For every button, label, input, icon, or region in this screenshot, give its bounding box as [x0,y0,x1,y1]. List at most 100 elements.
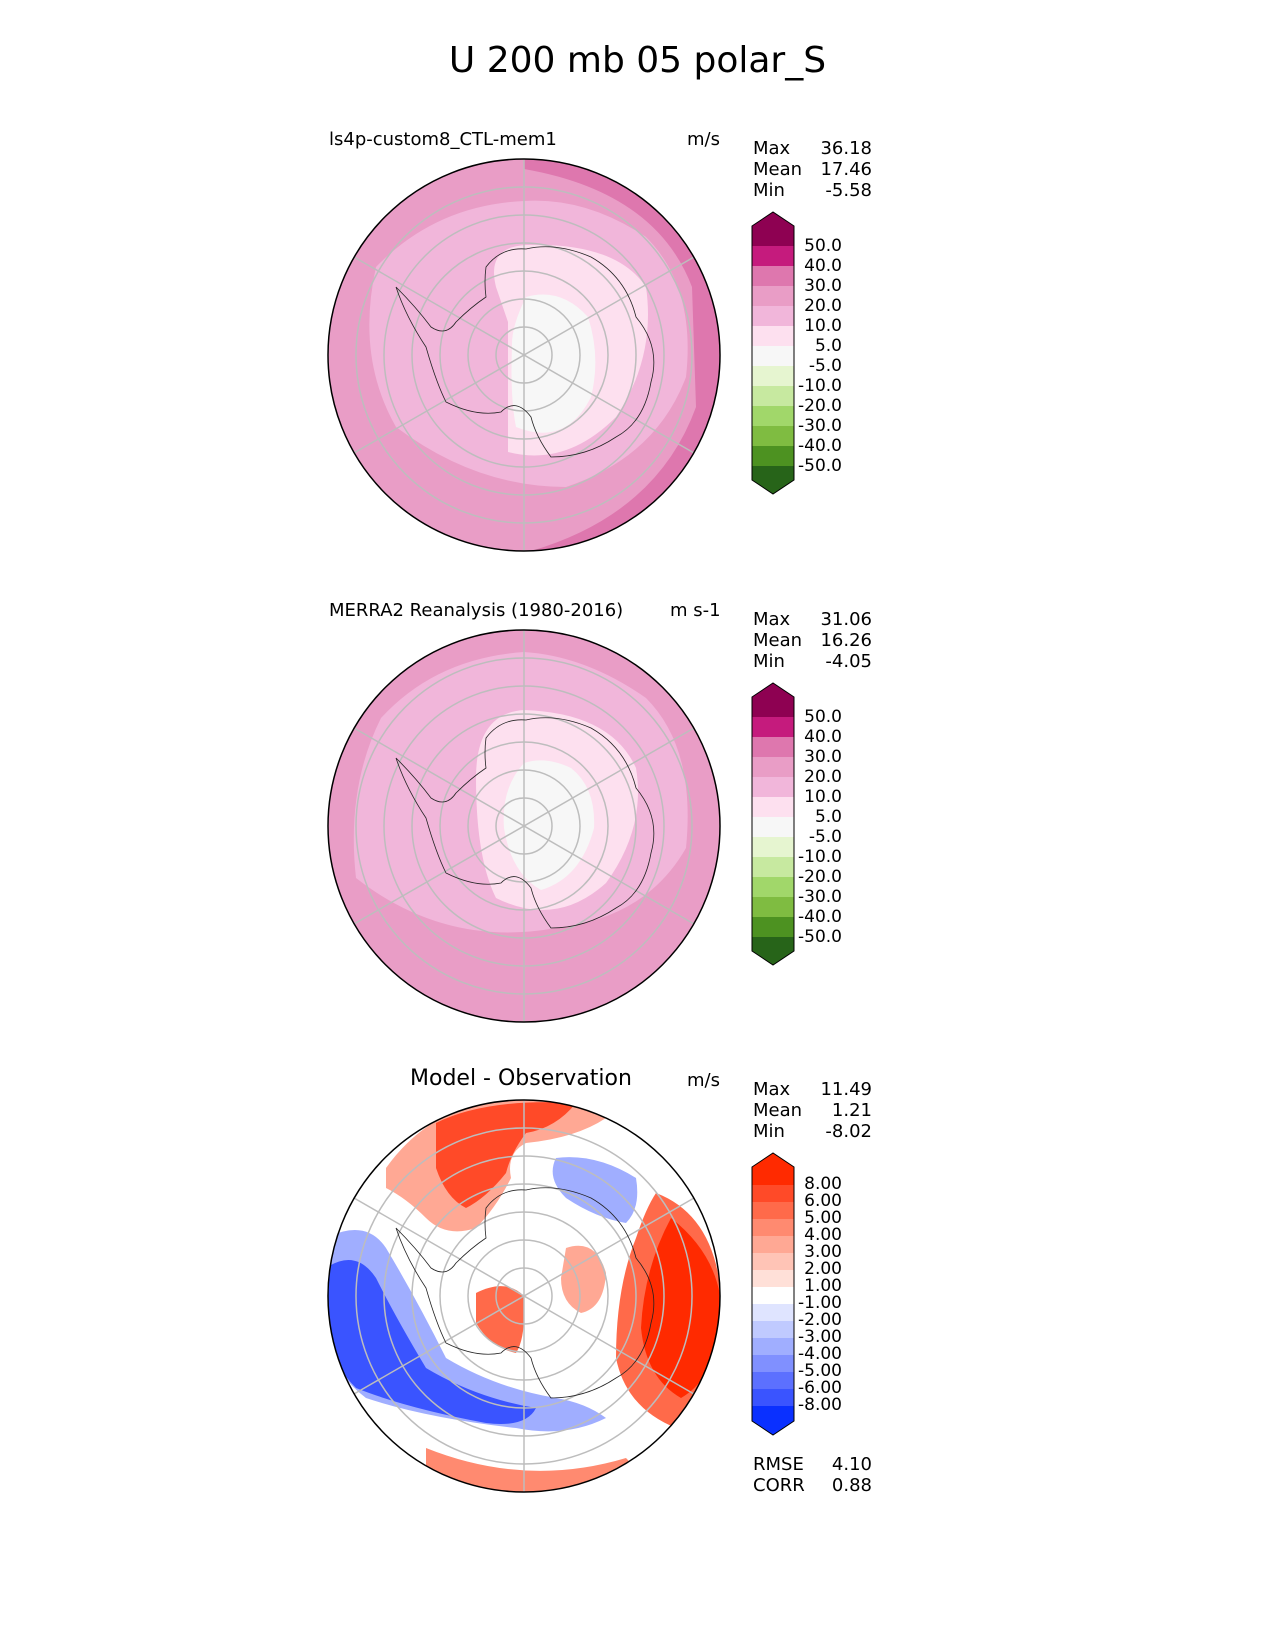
cb1-tick-label: -50.0 [798,456,842,476]
cb2-tick-label: -30.0 [798,887,842,907]
panel2-stat-name: Max [753,609,791,630]
main-title: U 200 mb 05 polar_S [448,40,827,81]
panel3-negative-northeast [552,1157,638,1223]
panel1-map-border [327,158,721,552]
cb3-tick-label: -5.00 [798,1361,842,1381]
cb2-tick-label: 30.0 [804,747,842,767]
panel3-stat-value: 1.21 [831,1100,872,1121]
panel3-graticule [353,1100,695,1492]
panel3-extra-stat-value: 4.10 [831,1454,872,1475]
cb3-tick-label: 1.00 [804,1276,842,1296]
panel3-stat-name: Min [753,1121,785,1142]
panel1-units: m/s [687,129,720,150]
panel1-stat-value: -5.58 [825,180,872,201]
cb3-tick-label: 4.00 [804,1225,842,1245]
cb3-outline [751,1152,795,1436]
cb2-swatch [752,877,794,897]
cb3-extend-top [752,1153,794,1167]
panel1-coastline [395,246,655,458]
cb1-swatch [752,366,794,386]
panel2-stat-value: 16.26 [820,630,872,651]
panel3-positive-center [561,1245,606,1313]
cb3-tick-label: 6.00 [804,1191,842,1211]
panel3-extra-stat-name: RMSE [753,1454,804,1475]
cb3-tick-label: -8.00 [798,1395,842,1415]
cb3-swatch [752,1253,794,1270]
panel1-polar-map [327,158,721,552]
panel1-graticule [353,159,695,551]
panel2-stat-name: Min [753,651,785,672]
panel3-map-border [327,1099,721,1493]
cb2-tick-label: -5.0 [808,827,842,847]
cb2-tick-label: 40.0 [804,727,842,747]
cb3-tick-label: -2.00 [798,1310,842,1330]
panel2-map-border [327,629,721,1023]
panel3-title: Model - Observation [410,1066,632,1091]
cb3-tick-label: -1.00 [798,1293,842,1313]
cb2-swatch [752,797,794,817]
cb1-swatch [752,386,794,406]
panel2-colorbar [751,682,795,966]
cb1-swatch [752,466,794,480]
cb3-tick-label: 3.00 [804,1242,842,1262]
cb2-swatch [752,697,794,717]
cb1-tick-label: 10.0 [804,316,842,336]
cb2-swatch [752,737,794,757]
cb2-tick-label: -50.0 [798,927,842,947]
cb2-tick-label: -10.0 [798,847,842,867]
cb1-outline [751,211,795,495]
panel1-colorbar [751,211,795,495]
panel1-stat-name: Max [753,138,791,159]
cb2-extend-top [752,683,794,697]
panel3-negative-west-core [328,1260,536,1424]
cb3-swatch [752,1372,794,1389]
cb1-tick-label: -10.0 [798,376,842,396]
cb1-tick-label: -5.0 [808,356,842,376]
panel3-extra-stat-name: CORR [753,1475,805,1496]
panel3-colorbar [751,1152,795,1436]
panel1-stat-value: 17.46 [820,159,872,180]
cb2-swatch [752,937,794,951]
cb3-swatch [752,1202,794,1219]
cb1-tick-label: 30.0 [804,276,842,296]
cb3-extend-bottom [752,1421,794,1435]
cb1-tick-label: 20.0 [804,296,842,316]
cb3-swatch [752,1338,794,1355]
panel3-positive-east-core [641,1218,720,1398]
panel2-stat-name: Mean [753,630,803,651]
panel3-units: m/s [687,1070,720,1091]
cb1-swatch [752,286,794,306]
cb1-tick-label: 40.0 [804,256,842,276]
panel3-extra-stat-value: 0.88 [831,1475,872,1496]
cb2-swatch [752,817,794,837]
cb2-extend-bottom [752,951,794,965]
cb3-swatch [752,1185,794,1202]
cb1-swatch [752,266,794,286]
cb3-tick-label: 5.00 [804,1208,842,1228]
cb1-swatch [752,346,794,366]
panel2-units: m s-1 [670,600,721,621]
cb2-tick-label: 10.0 [804,787,842,807]
cb3-swatch [752,1236,794,1253]
panel2-stat-value: -4.05 [825,651,872,672]
cb2-swatch [752,917,794,937]
cb2-swatch [752,717,794,737]
cb3-swatch [752,1219,794,1236]
cb2-tick-label: 5.0 [814,807,842,827]
cb3-swatch [752,1321,794,1338]
panel1-stat-value: 36.18 [820,138,872,159]
cb2-tick-label: 50.0 [804,707,842,727]
cb1-extend-bottom [752,480,794,494]
cb1-extend-top [752,212,794,226]
panel2-core [503,760,595,890]
cb3-tick-label: 2.00 [804,1259,842,1279]
panel3-stat-name: Max [753,1079,791,1100]
cb2-swatch [752,897,794,917]
panel3-stat-value: -8.02 [825,1121,872,1142]
cb1-tick-label: 5.0 [814,336,842,356]
cb3-swatch [752,1389,794,1406]
panel3-coastline [395,1187,655,1399]
cb3-tick-label: 8.00 [804,1174,842,1194]
panel3-polar-map [327,1099,721,1493]
cb3-swatch [752,1355,794,1372]
